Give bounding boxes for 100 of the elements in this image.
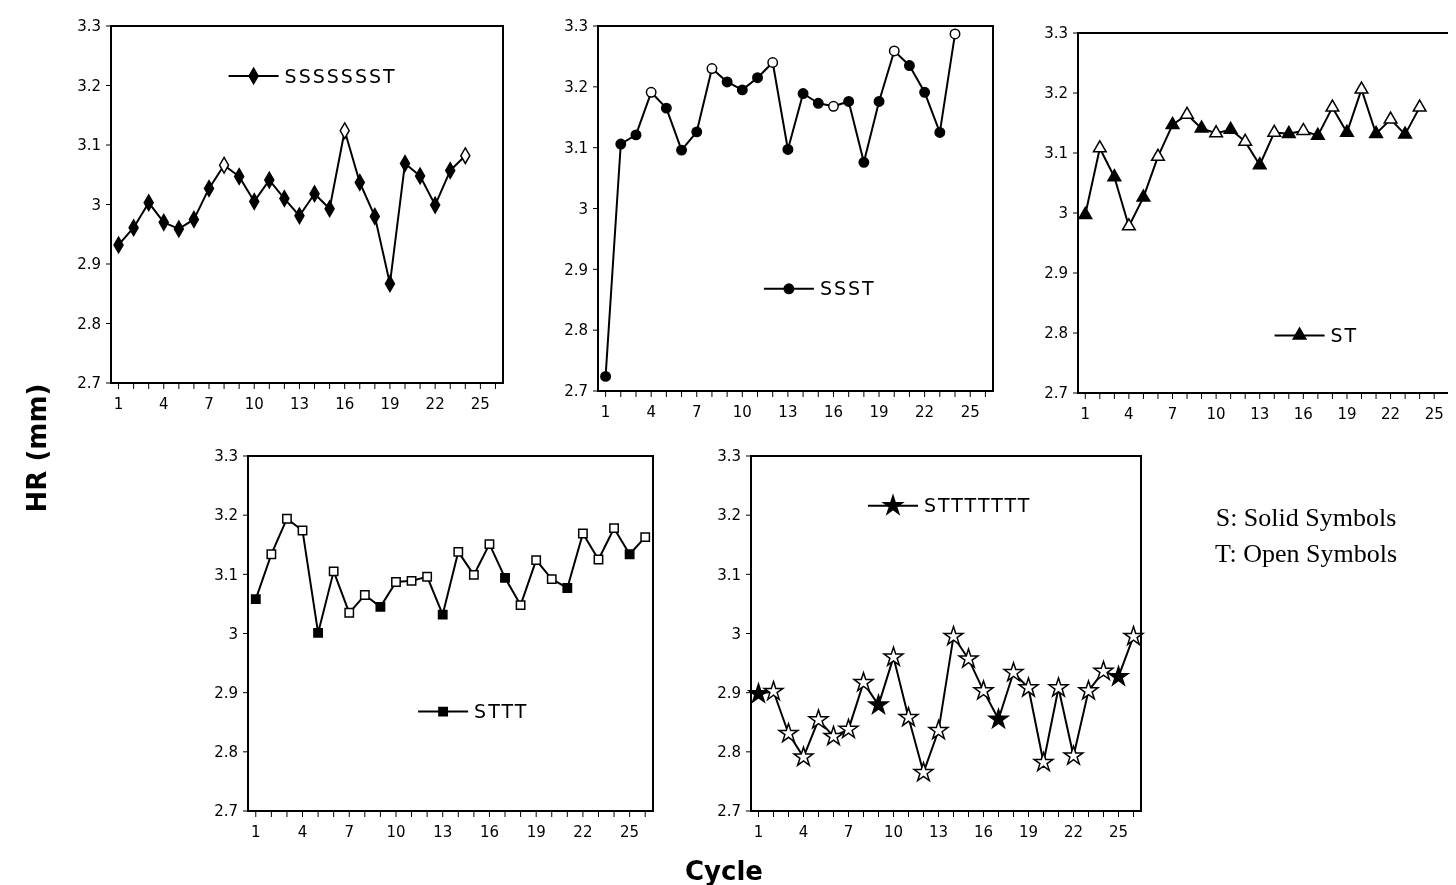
y-tick-label: 3.1 — [1044, 144, 1068, 163]
point — [1252, 156, 1267, 170]
x-tick-label: 1 — [600, 403, 611, 421]
x-tick-label: 4 — [1124, 405, 1134, 423]
y-tick-label: 3.1 — [214, 565, 238, 584]
point — [1018, 677, 1039, 697]
y-tick-label: 3.2 — [77, 76, 101, 95]
point — [883, 646, 904, 666]
point — [767, 57, 779, 68]
point — [630, 129, 642, 141]
point — [1092, 140, 1107, 153]
point — [640, 532, 651, 542]
point — [1325, 99, 1340, 112]
legend-label: SSST — [819, 277, 876, 300]
point — [873, 95, 885, 107]
y-tick-label: 3 — [578, 199, 588, 218]
point — [624, 549, 635, 560]
point — [1398, 126, 1413, 139]
x-tick-label: 13 — [928, 823, 949, 841]
point — [958, 648, 979, 668]
point — [949, 28, 961, 40]
point — [1136, 189, 1151, 202]
point — [838, 718, 859, 739]
y-tick-label: 3.3 — [717, 447, 741, 466]
point — [691, 126, 703, 138]
point — [1310, 127, 1325, 141]
x-tick-label: 10 — [732, 403, 752, 421]
y-tick-label: 2.9 — [564, 260, 588, 279]
x-tick-label: 19 — [1018, 823, 1039, 841]
point — [1123, 625, 1144, 646]
x-tick-label: 10 — [1206, 405, 1226, 423]
point — [1150, 148, 1166, 162]
x-tick-label: 22 — [425, 395, 445, 413]
x-tick-label: 16 — [479, 823, 499, 841]
x-tick-label: 22 — [573, 823, 593, 841]
point — [609, 523, 619, 534]
y-tick-label: 2.7 — [564, 382, 588, 401]
point — [1078, 680, 1099, 700]
x-tick-label: 19 — [1337, 405, 1357, 423]
y-tick-label: 2.8 — [717, 743, 741, 762]
point — [748, 683, 769, 703]
point — [706, 63, 718, 75]
point — [437, 609, 448, 620]
point — [546, 574, 557, 584]
point — [1238, 133, 1253, 147]
point — [943, 625, 964, 646]
point — [1412, 99, 1427, 112]
x-tick-label: 25 — [1424, 405, 1444, 423]
y-tick-label: 3.1 — [564, 138, 588, 157]
y-tick-label: 3.2 — [717, 506, 741, 525]
y-tick-label: 2.8 — [1044, 324, 1068, 343]
y-tick-label: 2.8 — [77, 314, 101, 333]
point — [858, 156, 870, 168]
point — [1078, 206, 1093, 220]
x-tick-label: 13 — [778, 403, 798, 421]
x-tick-label: 16 — [335, 395, 355, 413]
point — [812, 97, 824, 109]
y-tick-label: 2.7 — [1044, 384, 1068, 403]
y-tick-label: 3.3 — [564, 17, 588, 36]
y-tick-label: 2.9 — [1044, 264, 1068, 283]
legend-label: ST — [1330, 324, 1359, 347]
point — [823, 725, 844, 746]
y-tick-label: 3 — [228, 624, 238, 643]
point — [1063, 745, 1084, 765]
point — [375, 601, 386, 612]
point — [1108, 666, 1129, 686]
y-tick-label: 2.7 — [214, 802, 238, 821]
point — [562, 583, 573, 593]
point — [676, 144, 688, 156]
point — [250, 594, 261, 605]
point — [808, 709, 829, 729]
point — [1165, 116, 1180, 130]
x-tick-label: 25 — [470, 395, 490, 413]
x-tick-label: 7 — [344, 823, 355, 841]
point — [391, 577, 401, 587]
x-tick-label: 1 — [251, 823, 261, 841]
point — [453, 546, 464, 557]
x-tick-label: 4 — [159, 395, 169, 413]
point — [928, 719, 949, 740]
point — [1179, 106, 1195, 120]
point — [736, 84, 748, 96]
y-tick-label: 2.8 — [214, 743, 238, 762]
x-tick-label: 7 — [691, 403, 702, 421]
point — [328, 566, 339, 577]
x-tick-label: 16 — [823, 403, 844, 421]
point — [615, 138, 627, 150]
point — [500, 572, 510, 583]
point — [344, 607, 355, 618]
point — [913, 761, 934, 782]
x-tick-label: 10 — [883, 823, 904, 841]
x-tick-label: 19 — [380, 395, 400, 413]
point — [1383, 111, 1398, 124]
legend-label: SSSSSSST — [284, 64, 397, 87]
point — [828, 100, 839, 112]
y-tick-label: 2.7 — [77, 374, 101, 393]
point — [763, 680, 784, 701]
point — [531, 555, 542, 566]
x-tick-label: 1 — [753, 823, 764, 841]
point — [515, 600, 526, 611]
point — [313, 627, 324, 638]
